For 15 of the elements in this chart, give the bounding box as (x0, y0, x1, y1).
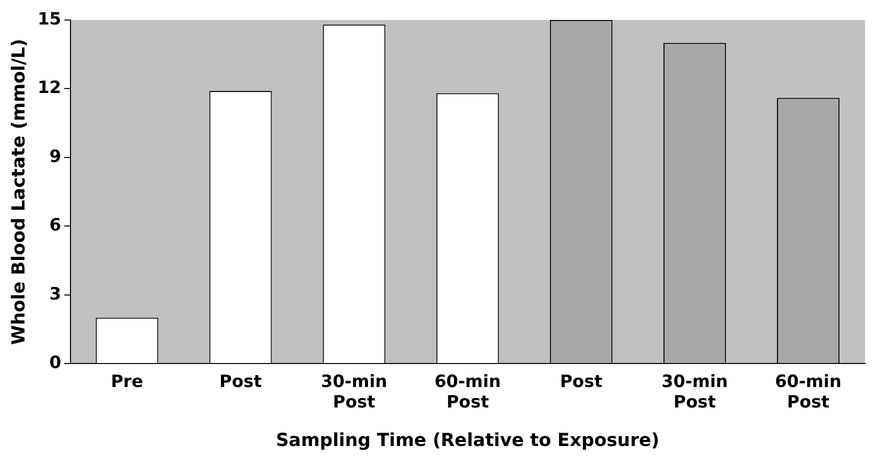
y-tick-label: 12 (38, 78, 62, 98)
x-tick-label: 30-min Post (320, 372, 388, 413)
y-tick-label: 9 (49, 146, 62, 167)
x-tick-label: 60-min Post (434, 372, 501, 413)
y-tick-label: 3 (49, 284, 62, 304)
y-tick-label: 15 (38, 9, 62, 30)
y-tick-label: 6 (49, 216, 62, 236)
y-tick-label: 0 (49, 353, 62, 374)
y-axis-title: Whole Blood Lactate (mmol/L) (8, 38, 30, 345)
x-tick-label: 60-min Post (775, 372, 842, 413)
x-tick-label: 30-min Post (662, 372, 728, 413)
x-tick-label: Pre (110, 372, 144, 392)
x-tick-label: Post (219, 372, 262, 392)
x-tick-label: Post (560, 372, 602, 392)
x-axis-title: Sampling Time (Relative to Exposure) (276, 430, 660, 451)
